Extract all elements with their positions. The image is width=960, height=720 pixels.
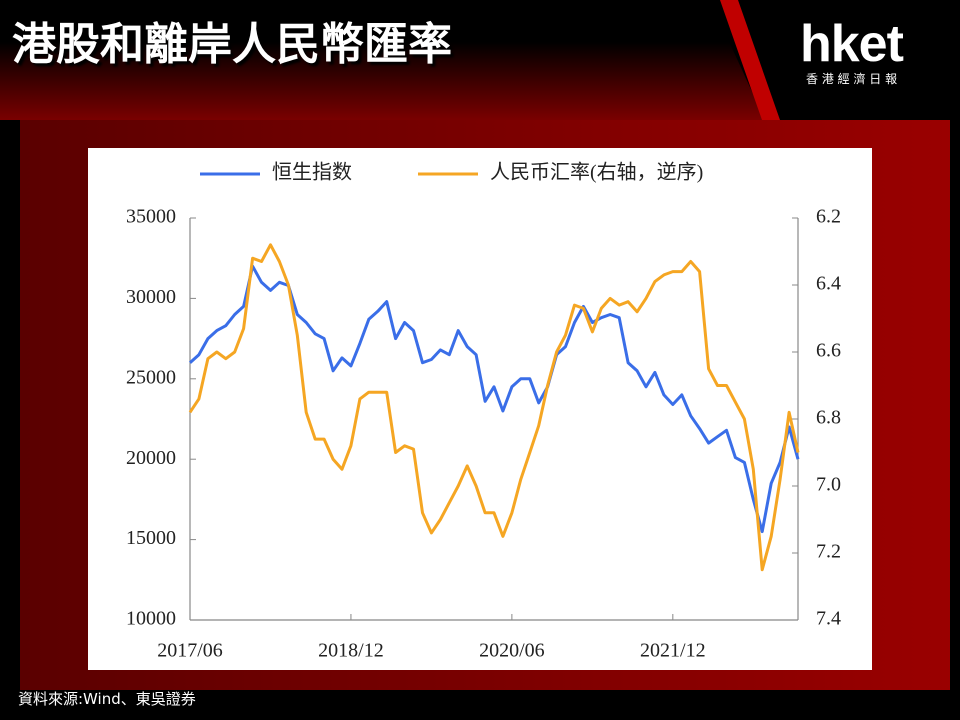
y2-tick-label: 6.6 <box>816 340 841 362</box>
y-tick-label: 25000 <box>126 366 176 388</box>
chart: 10000 15000 20000 25000 30000 35000 6.2 6.4 6.6 6… <box>88 148 872 670</box>
legend-label: 人民币汇率(右轴，逆序) <box>490 161 703 184</box>
y-tick-label: 15000 <box>126 527 176 549</box>
y-tick-label: 35000 <box>126 206 176 228</box>
legend-label: 恒生指数 <box>272 161 352 184</box>
y-tick-label: 30000 <box>126 286 176 308</box>
x-tick-label: 2017/06 <box>157 640 223 662</box>
x-tick-label: 2021/12 <box>640 640 706 662</box>
y-tick-label: 10000 <box>126 608 176 630</box>
source: 資料來源:Wind、東吳證券 <box>18 690 196 708</box>
y-tick-label: 20000 <box>126 447 176 469</box>
y2-tick-label: 6.8 <box>816 407 841 429</box>
y2-tick-label: 6.4 <box>816 273 841 295</box>
y2-tick-label: 7.0 <box>816 474 841 496</box>
chart-bg <box>88 148 872 670</box>
logo-sub: 香 港 經 濟 日 報 <box>806 72 898 86</box>
x-tick-label: 2018/12 <box>318 640 384 662</box>
y2-tick-label: 6.2 <box>816 206 841 228</box>
y2-tick-label: 7.4 <box>816 608 841 630</box>
title: 港股和離岸人民幣匯率 <box>12 19 452 70</box>
series-line <box>188 243 800 572</box>
x-tick-label: 2020/06 <box>479 640 545 662</box>
logo: hket <box>800 15 904 73</box>
y2-tick-label: 7.2 <box>816 541 841 563</box>
